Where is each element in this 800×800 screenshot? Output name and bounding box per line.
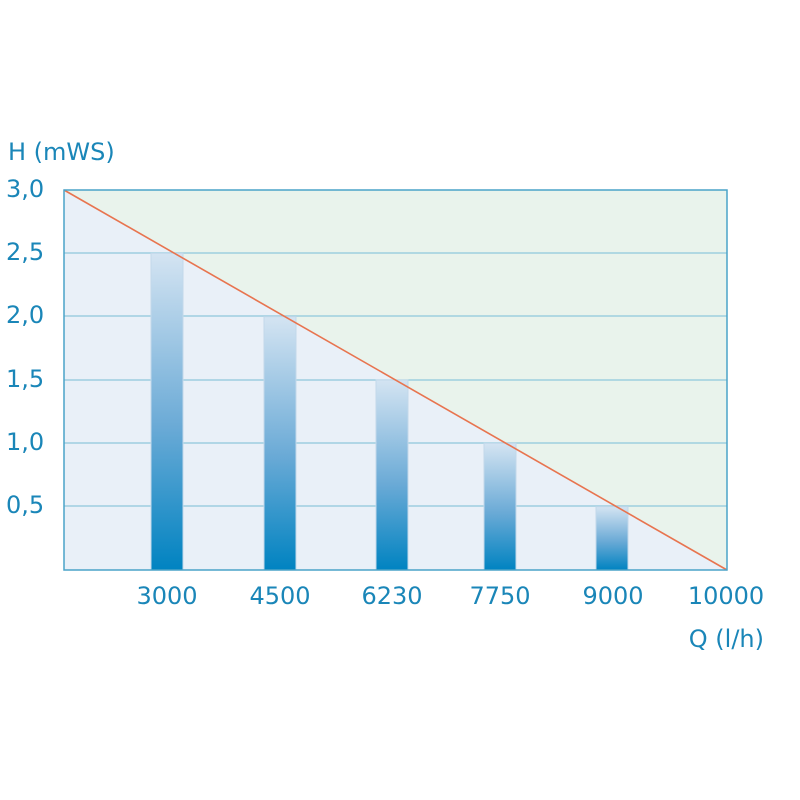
- y-axis-label: H (mWS): [8, 138, 115, 166]
- y-tick-label: 2,0: [6, 301, 45, 329]
- bars: [150, 252, 629, 571]
- y-tick-label: 2,5: [6, 238, 45, 266]
- pump-curve-line: [63, 189, 728, 571]
- y-tick-label: 0,5: [6, 491, 45, 519]
- bar-9000: [595, 506, 629, 571]
- bar-3000: [150, 252, 184, 571]
- x-tick-label: 9000: [582, 582, 644, 610]
- x-axis-label: Q (l/h): [688, 625, 764, 653]
- x-tick-label: 4500: [249, 582, 311, 610]
- x-tick-label: 10000: [687, 582, 765, 610]
- y-tick-label: 1,0: [6, 428, 45, 456]
- x-tick-label: 6230: [361, 582, 423, 610]
- bar-4500: [263, 316, 297, 571]
- bar-7750: [483, 442, 517, 571]
- y-tick-label: 3,0: [6, 175, 45, 203]
- x-tick-label: 7750: [469, 582, 531, 610]
- bar-6230: [375, 379, 409, 571]
- x-tick-label: 3000: [136, 582, 198, 610]
- y-tick-label: 1,5: [6, 365, 45, 393]
- plot-frame: [63, 189, 728, 571]
